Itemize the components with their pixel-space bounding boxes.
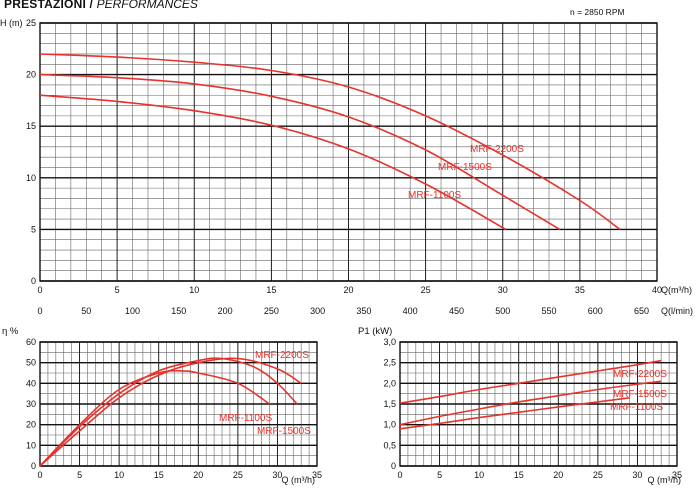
head-x-tick-label: 40	[652, 285, 662, 295]
efficiency-series-label-mrf-1100s: MRF-1100S	[219, 413, 272, 424]
power-series-mrf-1100s	[399, 397, 630, 430]
power-y-tick-label: 1,5	[383, 399, 396, 409]
head-series-mrf-2200s	[39, 53, 621, 231]
efficiency-series-mrf-1100s	[39, 369, 270, 467]
head-y-tick-label: 25	[26, 18, 36, 28]
power-x-tick-label: 10	[474, 470, 484, 480]
head-x2-tick-label: 100	[125, 306, 140, 316]
power-series-mrf-2200s	[399, 359, 662, 404]
efficiency-chart	[39, 341, 318, 467]
head-x2-tick-label: 200	[218, 306, 233, 316]
power-frame	[399, 341, 678, 467]
head-x-tick-label: 0	[37, 285, 42, 295]
efficiency-series-mrf-1500s	[39, 357, 298, 467]
efficiency-y-tick-label: 10	[26, 440, 36, 450]
power-chart	[399, 341, 678, 467]
head-x-tick-label: 20	[343, 285, 353, 295]
head-x-tick-label: 35	[575, 285, 585, 295]
head-series-label-mrf-2200s: MRF-2200S	[470, 144, 524, 155]
sheet-header: PRESTAZIONI / PERFORMANCES	[4, 0, 198, 11]
head-series-label-mrf-1100s: MRF-1100S	[408, 190, 461, 201]
head-y-tick-label: 20	[26, 70, 36, 80]
head-series-mrf-1100s	[39, 94, 507, 231]
efficiency-x-tick-label: 10	[114, 470, 124, 480]
head-x2-tick-label: 300	[310, 306, 325, 316]
head-y-tick-label: 15	[26, 121, 36, 131]
efficiency-x-tick-label: 0	[37, 470, 42, 480]
head-series-label-mrf-1500s: MRF-1500S	[438, 162, 492, 173]
power-series-mrf-1500s	[399, 380, 662, 426]
head-y-tick-label: 5	[31, 224, 36, 234]
head-x2-tick-label: 450	[449, 306, 464, 316]
efficiency-frame	[39, 341, 318, 467]
efficiency-y-tick-label: 50	[26, 358, 36, 368]
efficiency-series-label-mrf-1500s: MRF-1500S	[257, 426, 311, 437]
header-subtitle: PERFORMANCES	[96, 0, 198, 11]
head-x-tick-label: 15	[266, 285, 276, 295]
efficiency-y-tick-label: 0	[31, 461, 36, 471]
power-y-tick-label: 1,0	[383, 420, 396, 430]
efficiency-x-tick-label: 5	[77, 470, 82, 480]
power-y-tick-label: 0	[391, 461, 396, 471]
head-x2-tick-label: 550	[542, 306, 557, 316]
head-x2-tick-label: 250	[264, 306, 279, 316]
efficiency-x-tick-label: 20	[193, 470, 203, 480]
head-series-mrf-1500s	[39, 73, 561, 231]
efficiency-y-tick-label: 40	[26, 378, 36, 388]
head-x-tick-label: 25	[421, 285, 431, 295]
efficiency-series-mrf-2200s	[39, 357, 302, 467]
head-x-axis-label: Q(m³/h)	[661, 285, 692, 295]
power-y-tick-label: 2,0	[383, 378, 396, 388]
power-y-tick-label: 0,5	[383, 440, 396, 450]
power-y-axis-label: P1 (kW)	[358, 326, 392, 337]
efficiency-x-tick-label: 30	[272, 470, 282, 480]
head-x2-tick-label: 400	[403, 306, 418, 316]
efficiency-y-tick-label: 30	[26, 399, 36, 409]
efficiency-x-tick-label: 35	[312, 470, 322, 480]
power-x-tick-label: 0	[397, 470, 402, 480]
head-x2-tick-label: 350	[356, 306, 371, 316]
head-x-tick-label: 10	[189, 285, 199, 295]
head-chart	[39, 22, 658, 282]
head-y-axis-label: H (m)	[0, 18, 23, 28]
head-y-tick-label: 0	[31, 276, 36, 286]
rpm-label: n = 2850 RPM	[570, 7, 625, 17]
head-x2-tick-label: 600	[588, 306, 603, 316]
power-x-tick-label: 20	[553, 470, 563, 480]
power-x-axis-label: Q (m³/h)	[648, 475, 682, 485]
efficiency-y-axis-label: η %	[2, 326, 19, 337]
power-x-tick-label: 5	[437, 470, 442, 480]
power-x-tick-label: 15	[514, 470, 524, 480]
head-x2-tick-label: 150	[171, 306, 186, 316]
power-x-tick-label: 25	[593, 470, 603, 480]
head-x2-tick-label: 650	[634, 306, 649, 316]
efficiency-series-label-mrf-2200s: MRF-2200S	[255, 350, 309, 361]
efficiency-y-tick-label: 60	[26, 337, 36, 347]
head-x2-tick-label: 0	[37, 306, 42, 316]
efficiency-x-tick-label: 15	[154, 470, 164, 480]
header-title: PRESTAZIONI /	[4, 0, 97, 11]
power-y-tick-label: 2,5	[383, 358, 396, 368]
power-x-tick-label: 35	[672, 470, 682, 480]
power-series-label-mrf-2200s: MRF-2200S	[613, 369, 667, 380]
head-frame	[39, 22, 658, 282]
head-x-tick-label: 30	[498, 285, 508, 295]
head-x2-tick-label: 50	[81, 306, 91, 316]
power-y-tick-label: 3,0	[383, 337, 396, 347]
head-x2-tick-label: 500	[495, 306, 510, 316]
power-series-label-mrf-1100s: MRF-1100S	[610, 402, 663, 413]
head-x-tick-label: 5	[115, 285, 120, 295]
efficiency-x-tick-label: 25	[233, 470, 243, 480]
efficiency-x-axis-label: Q (m³/h)	[282, 475, 316, 485]
power-x-tick-label: 30	[632, 470, 642, 480]
head-y-tick-label: 10	[26, 173, 36, 183]
head-x2-axis-label: Q(l/min)	[661, 306, 693, 316]
power-series-label-mrf-1500s: MRF-1500S	[613, 389, 667, 400]
efficiency-y-tick-label: 20	[26, 420, 36, 430]
